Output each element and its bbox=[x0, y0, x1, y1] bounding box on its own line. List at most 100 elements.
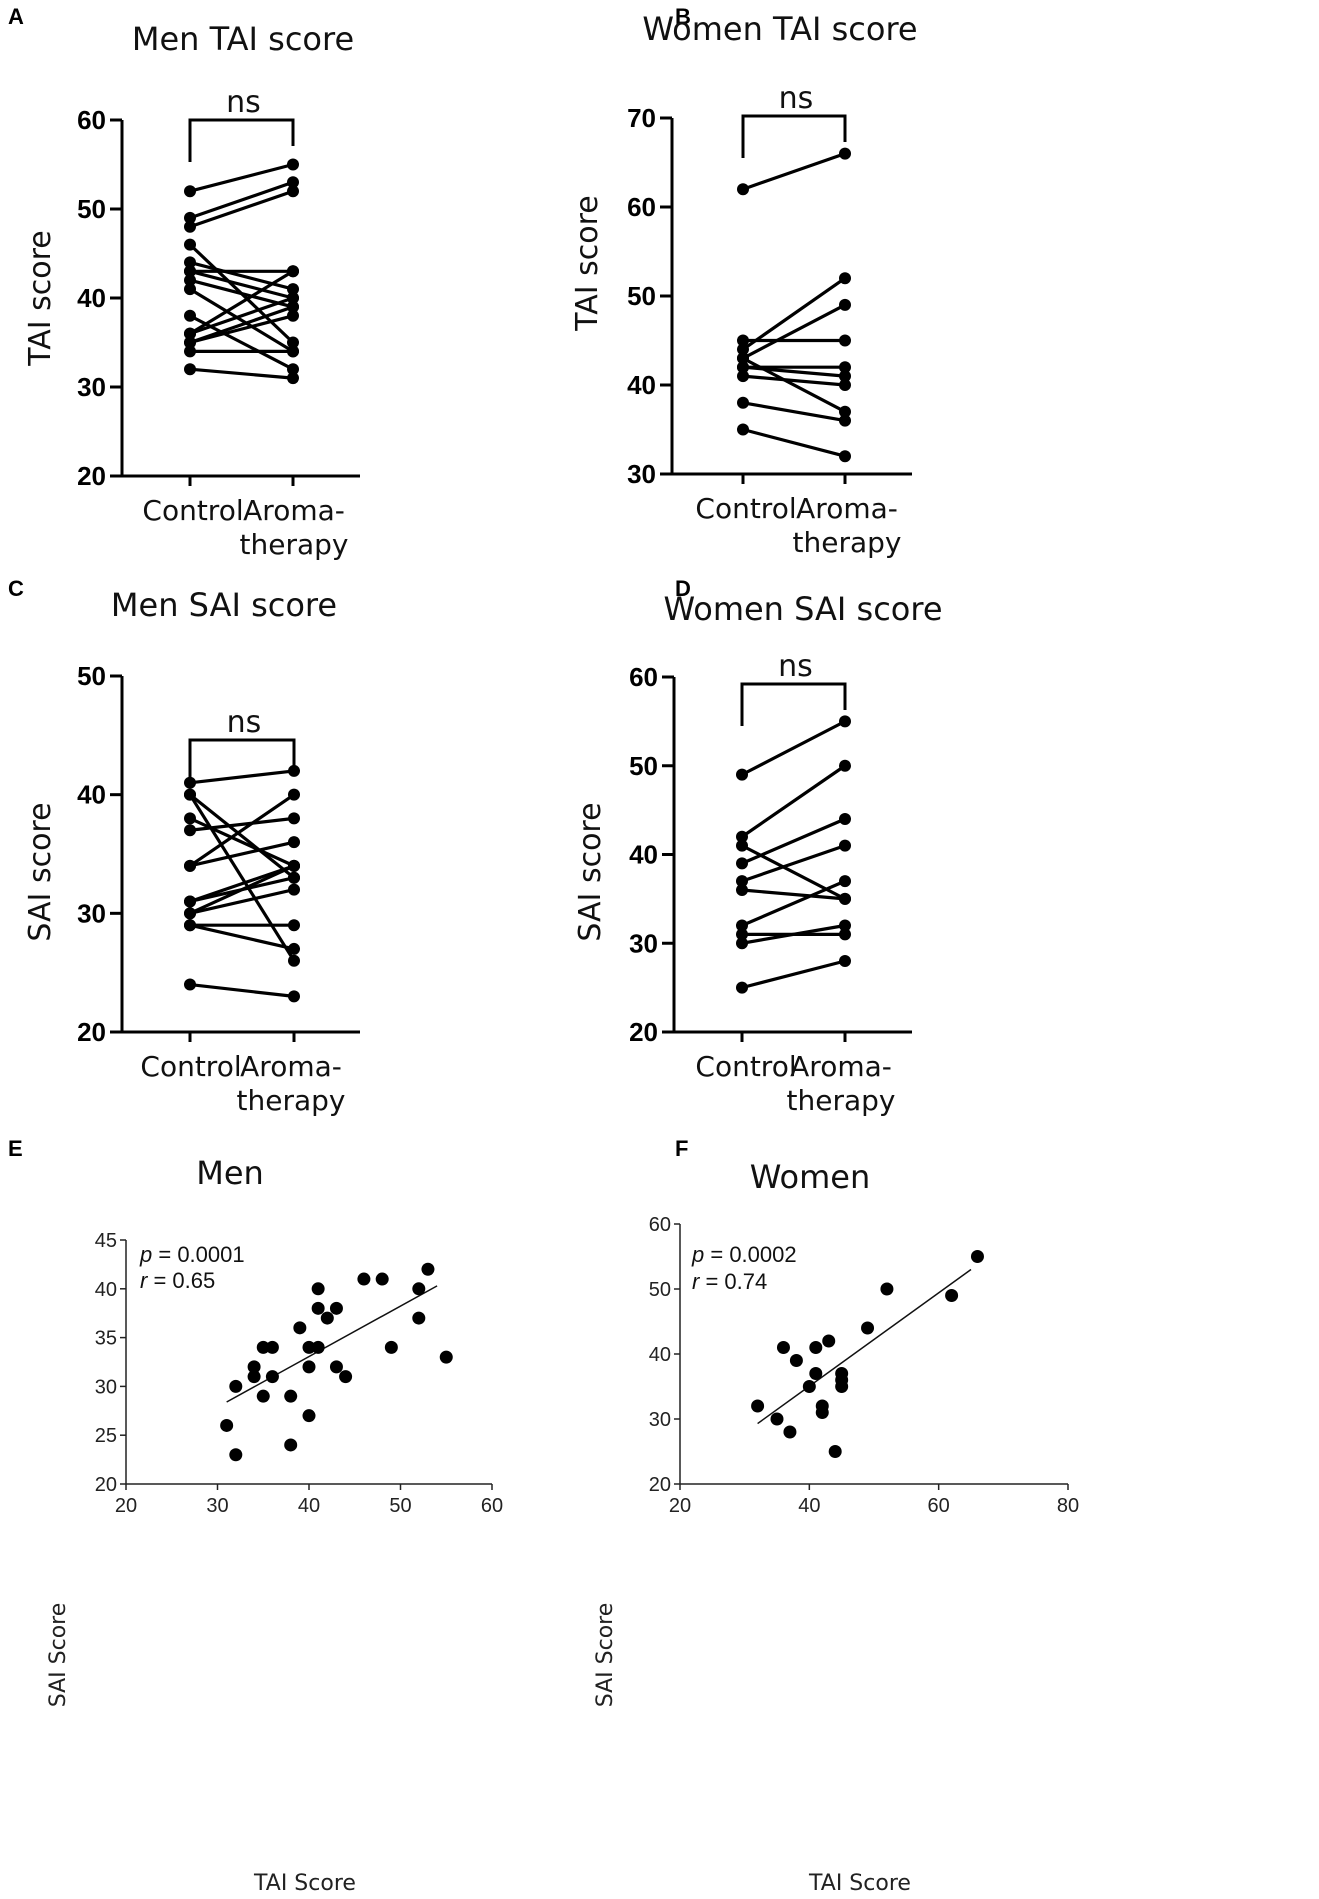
scatter-point bbox=[311, 1282, 325, 1296]
pair-line bbox=[189, 864, 295, 915]
scatter-point bbox=[311, 1301, 325, 1315]
paired-observation bbox=[736, 715, 851, 781]
y-tick-label: 20 bbox=[95, 1474, 117, 1496]
control-point bbox=[184, 265, 196, 278]
x-tick-label: 40 bbox=[298, 1495, 320, 1517]
p-value: = 0.0002 bbox=[704, 1242, 796, 1267]
scatter-point bbox=[776, 1341, 790, 1354]
scatter-point bbox=[945, 1289, 959, 1302]
y-axis-label: TAI score bbox=[570, 195, 605, 332]
pair-line bbox=[741, 888, 846, 901]
control-point bbox=[737, 423, 749, 436]
pair-line bbox=[742, 374, 846, 387]
y-tick-label: 20 bbox=[629, 1017, 658, 1047]
paired-observation bbox=[184, 788, 300, 967]
scatter-point bbox=[815, 1406, 829, 1419]
control-point bbox=[737, 361, 749, 374]
y-tick-label: 50 bbox=[629, 751, 658, 781]
pair-line bbox=[189, 287, 294, 353]
control-point bbox=[736, 839, 748, 852]
pair-line bbox=[189, 162, 294, 193]
paired-observation bbox=[736, 875, 851, 932]
category-label: therapy bbox=[237, 1084, 346, 1117]
control-point bbox=[737, 343, 749, 356]
control-point bbox=[737, 183, 749, 196]
scatter-point bbox=[822, 1334, 836, 1348]
scatter-point bbox=[293, 1321, 307, 1335]
aromatherapy-point bbox=[839, 919, 851, 932]
paired-observation bbox=[736, 955, 851, 994]
scatter-point bbox=[809, 1367, 823, 1380]
control-point bbox=[184, 919, 196, 932]
aromatherapy-point bbox=[839, 759, 851, 772]
y-tick-label: 70 bbox=[627, 103, 656, 133]
y-tick-label: 40 bbox=[95, 1279, 117, 1301]
control-point bbox=[737, 334, 749, 347]
y-tick-label: 20 bbox=[77, 1017, 106, 1047]
control-point bbox=[184, 907, 196, 920]
paired-observation bbox=[184, 363, 299, 385]
y-tick-label: 30 bbox=[629, 928, 658, 958]
scatter-point bbox=[302, 1340, 316, 1354]
y-axis-label: SAI score bbox=[573, 802, 608, 941]
paired-observation bbox=[184, 764, 300, 789]
x-tick-label: 20 bbox=[669, 1495, 691, 1517]
scatter-point bbox=[751, 1399, 765, 1413]
aromatherapy-point bbox=[288, 859, 300, 872]
y-tick-label: 30 bbox=[77, 898, 106, 928]
aromatherapy-point bbox=[839, 450, 851, 463]
x-tick-label: 60 bbox=[481, 1495, 503, 1517]
paired-observation bbox=[737, 361, 851, 383]
r-value-annotation: r = 0.74 bbox=[692, 1269, 767, 1294]
scatter-point bbox=[421, 1262, 435, 1276]
paired-observation bbox=[184, 859, 300, 920]
panel-f: F Women 20 40 60 80 20 30 40 50 60 TAI Score SAI Sco… bbox=[593, 1136, 1079, 1896]
paired-observation bbox=[184, 978, 300, 1003]
aromatherapy-point bbox=[839, 875, 851, 888]
pair-line bbox=[741, 879, 846, 927]
pair-line bbox=[741, 923, 846, 945]
aromatherapy-point bbox=[839, 272, 851, 285]
panel-title: Men bbox=[196, 1154, 264, 1192]
x-tick-label: 30 bbox=[206, 1495, 228, 1517]
control-point bbox=[736, 928, 748, 941]
control-point bbox=[184, 256, 196, 269]
category-label: therapy bbox=[793, 526, 902, 559]
aromatherapy-point bbox=[287, 176, 299, 189]
pair-line bbox=[742, 276, 846, 351]
aromatherapy-point bbox=[839, 370, 851, 383]
scatter-point bbox=[828, 1445, 842, 1458]
category-label: Aroma- bbox=[790, 1050, 892, 1083]
pair-line bbox=[742, 152, 846, 191]
y-tick-label: 30 bbox=[77, 372, 106, 402]
pair-line bbox=[189, 260, 294, 291]
control-point bbox=[737, 396, 749, 409]
scatter-point bbox=[256, 1340, 270, 1354]
control-point bbox=[184, 220, 196, 233]
y-tick-label: 30 bbox=[649, 1409, 671, 1431]
y-axis-label: SAI Score bbox=[593, 1603, 618, 1708]
aromatherapy-point bbox=[839, 813, 851, 825]
pair-line bbox=[741, 844, 846, 883]
panel-title: Women TAI score bbox=[642, 10, 917, 48]
y-tick-label: 50 bbox=[649, 1279, 671, 1301]
panel-title: Men SAI score bbox=[111, 586, 337, 624]
scatter-point bbox=[284, 1438, 298, 1452]
control-point bbox=[736, 981, 748, 994]
paired-observation bbox=[737, 147, 851, 196]
pair-line bbox=[189, 864, 295, 903]
control-point bbox=[736, 830, 748, 843]
aromatherapy-point bbox=[839, 298, 851, 311]
scatter-point bbox=[375, 1272, 389, 1286]
pair-line bbox=[189, 269, 294, 335]
aromatherapy-point bbox=[288, 764, 300, 777]
scatter-point bbox=[412, 1311, 426, 1325]
aromatherapy-point bbox=[839, 839, 851, 852]
category-label: Control bbox=[695, 492, 796, 525]
control-point bbox=[184, 859, 196, 872]
pair-line bbox=[741, 764, 846, 839]
pair-line bbox=[189, 982, 295, 998]
aromatherapy-point bbox=[839, 892, 851, 905]
category-label: therapy bbox=[240, 528, 349, 561]
scatter-point bbox=[339, 1370, 353, 1384]
